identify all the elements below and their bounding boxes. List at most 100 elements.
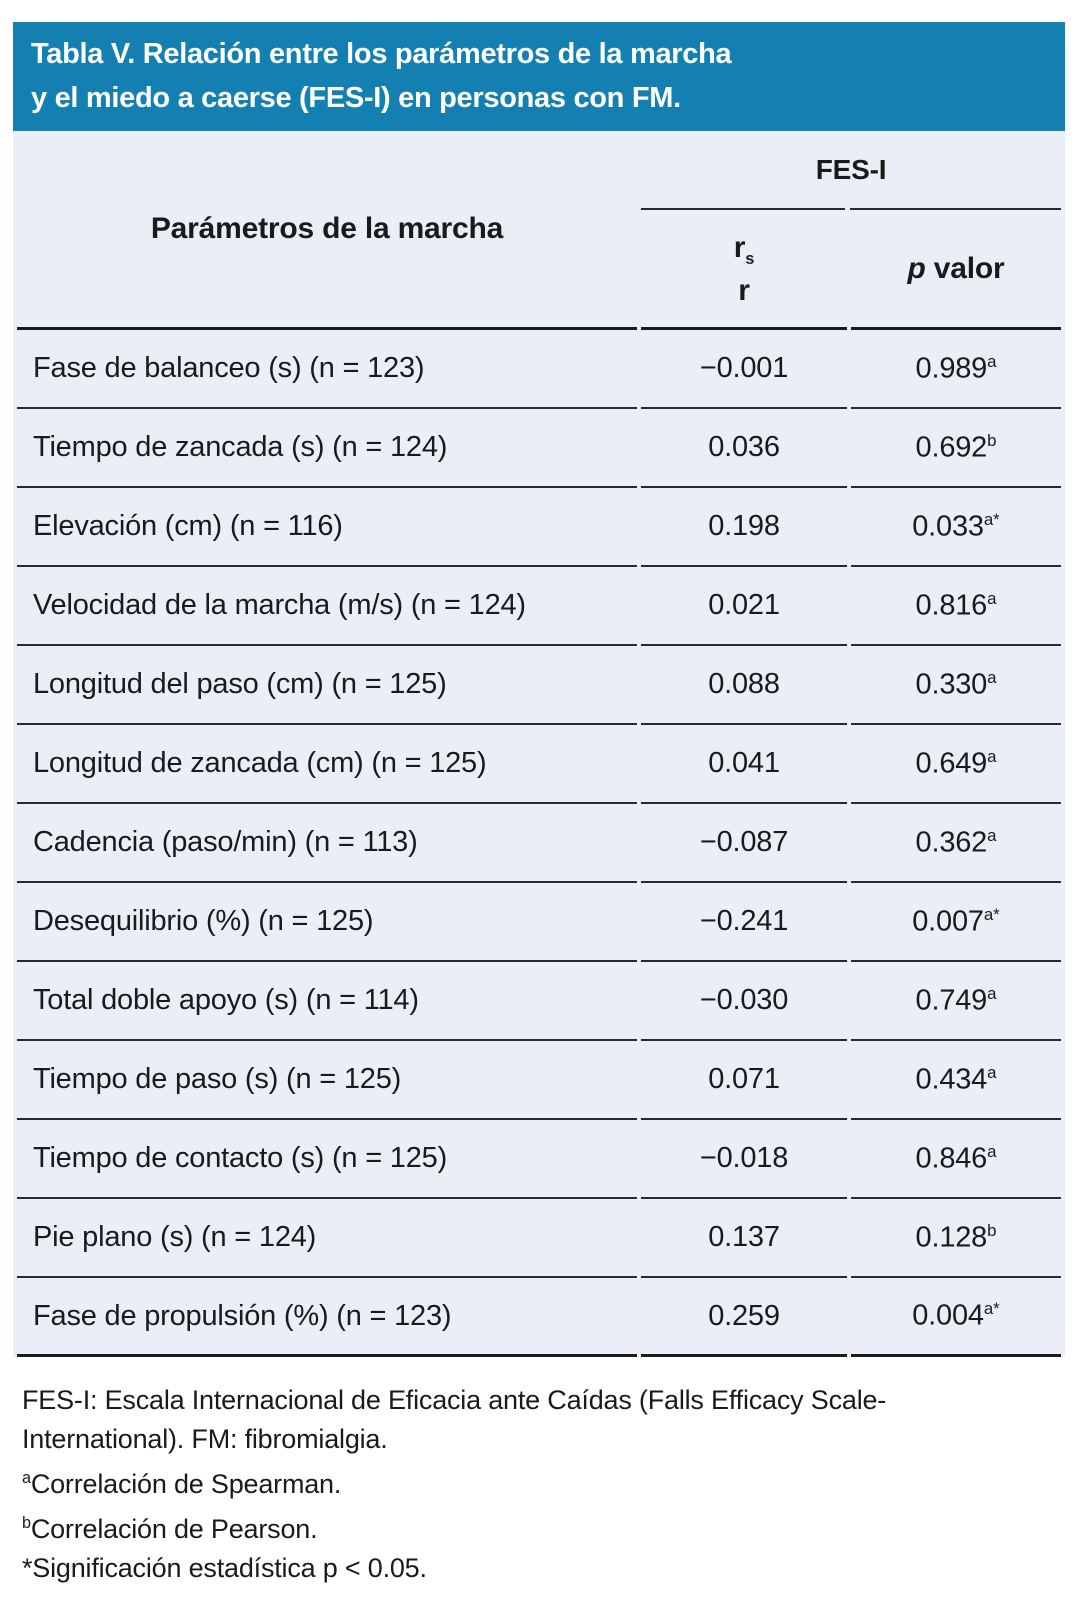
p-number: 0.330 [915,668,988,701]
footnote-b: bCorrelación de Pearson. [22,1504,1065,1549]
table-row: Elevación (cm) (n = 116) 0.198 0.033a* [17,488,1061,567]
row-p-value: 0.362a [851,804,1061,883]
row-p-value: 0.692b [851,409,1061,488]
footnote-abbreviations-line2: International). FM: fibromialgia. [22,1424,388,1454]
p-superscript: a [987,588,997,608]
p-number: 0.649 [915,747,988,780]
p-number: 0.033 [912,510,984,543]
table-header: Parámetros de la marcha FES-I rs r p valo… [17,131,1061,330]
row-label: Pie plano (s) (n = 124) [17,1199,637,1278]
table-row: Desequilibrio (%) (n = 125) −0.241 0.007… [17,883,1061,962]
p-number: 0.004 [912,1299,984,1332]
r-subscript: s [745,249,755,268]
p-superscript: a [987,825,997,845]
p-number: 0.362 [915,826,988,859]
column-group-header-fesi: FES-I [641,131,1061,210]
row-p-value: 0.989a [851,330,1061,409]
row-r-value: 0.041 [641,725,847,804]
footnote-significance: *Significación estadística p < 0.05. [22,1553,427,1583]
table-row: Fase de balanceo (s) (n = 123) −0.001 0.… [17,330,1061,409]
table-row: Cadencia (paso/min) (n = 113) −0.087 0.3… [17,804,1061,883]
footnote-a: aCorrelación de Spearman. [22,1459,1065,1504]
row-p-value: 0.816a [851,567,1061,646]
row-r-value: −0.018 [641,1120,847,1199]
rule-gap [845,208,850,210]
fesi-label: FES-I [815,153,887,185]
p-superscript: b [987,430,997,450]
row-label: Tiempo de contacto (s) (n = 125) [17,1120,637,1199]
p-superscript: a [987,351,997,371]
p-number: 0.692 [915,431,988,464]
row-p-value: 0.846a [851,1120,1061,1199]
p-number: 0.007 [912,905,984,938]
p-italic: p [907,251,926,285]
table-title-line2: y el miedo a caerse (FES-I) en personas … [31,82,681,114]
row-r-value: 0.259 [641,1278,847,1357]
row-p-value: 0.033a* [851,488,1061,567]
table-row: Fase de propulsión (%) (n = 123) 0.259 0… [17,1278,1061,1357]
p-number: 0.434 [915,1063,988,1096]
table-row: Total doble apoyo (s) (n = 114) −0.030 0… [17,962,1061,1041]
p-rest: valor [925,251,1005,285]
footnote-b-text: Correlación de Pearson. [30,1514,318,1544]
row-r-value: −0.087 [641,804,847,883]
footnotes: FES-I: Escala Internacional de Eficacia … [13,1381,1065,1588]
gait-fesi-table: Parámetros de la marcha FES-I rs r p valo… [13,131,1065,1357]
table-row: Tiempo de zancada (s) (n = 124) 0.036 0.… [17,409,1061,488]
p-superscript: b [987,1220,997,1240]
table-title-banner: Tabla V. Relación entre los parámetros d… [13,22,1065,131]
row-r-value: 0.137 [641,1199,847,1278]
row-r-value: 0.088 [641,646,847,725]
footnote-b-superscript: b [22,1514,31,1532]
row-p-value: 0.007a* [851,883,1061,962]
row-label: Tiempo de paso (s) (n = 125) [17,1041,637,1120]
r-base: r [733,230,746,264]
p-number: 0.749 [915,984,988,1017]
p-superscript: a* [983,509,1000,529]
table-title-line1: Tabla V. Relación entre los parámetros d… [31,38,732,70]
footnote-a-superscript: a [22,1469,31,1487]
row-label: Longitud del paso (cm) (n = 125) [17,646,637,725]
row-p-value: 0.434a [851,1041,1061,1120]
p-superscript: a* [983,904,1000,924]
row-r-value: 0.021 [641,567,847,646]
row-label: Elevación (cm) (n = 116) [17,488,637,567]
p-number: 0.128 [915,1221,988,1254]
r-line2: r [738,273,750,307]
row-r-value: −0.241 [641,883,847,962]
footnote-abbreviations-line1: FES-I: Escala Internacional de Eficacia … [22,1385,887,1415]
p-number: 0.989 [915,352,988,385]
p-number: 0.816 [915,589,988,622]
row-label: Fase de propulsión (%) (n = 123) [17,1278,637,1357]
table-row: Longitud de zancada (cm) (n = 125) 0.041… [17,725,1061,804]
table-figure: Tabla V. Relación entre los parámetros d… [13,22,1065,1588]
footnote-a-text: Correlación de Spearman. [30,1469,342,1499]
table-row: Tiempo de paso (s) (n = 125) 0.071 0.434… [17,1041,1061,1120]
table-body: Fase de balanceo (s) (n = 123) −0.001 0.… [17,330,1061,1357]
row-p-value: 0.128b [851,1199,1061,1278]
row-p-value: 0.649a [851,725,1061,804]
row-r-value: 0.036 [641,409,847,488]
row-r-value: −0.030 [641,962,847,1041]
row-label: Longitud de zancada (cm) (n = 125) [17,725,637,804]
table-row: Tiempo de contacto (s) (n = 125) −0.018 … [17,1120,1061,1199]
row-label: Fase de balanceo (s) (n = 123) [17,330,637,409]
row-label: Total doble apoyo (s) (n = 114) [17,962,637,1041]
row-p-value: 0.749a [851,962,1061,1041]
p-superscript: a [987,1141,997,1161]
p-superscript: a [987,667,997,687]
p-superscript: a [987,983,997,1003]
column-header-r: rs r [641,210,847,330]
row-r-value: 0.198 [641,488,847,567]
row-label: Cadencia (paso/min) (n = 113) [17,804,637,883]
column-header-parameters: Parámetros de la marcha [17,131,637,330]
p-superscript: a* [983,1299,1000,1319]
row-label: Desequilibrio (%) (n = 125) [17,883,637,962]
row-r-value: −0.001 [641,330,847,409]
row-label: Tiempo de zancada (s) (n = 124) [17,409,637,488]
p-number: 0.846 [915,1142,988,1175]
row-p-value: 0.330a [851,646,1061,725]
p-superscript: a [987,746,997,766]
row-label: Velocidad de la marcha (m/s) (n = 124) [17,567,637,646]
row-p-value: 0.004a* [851,1278,1061,1357]
